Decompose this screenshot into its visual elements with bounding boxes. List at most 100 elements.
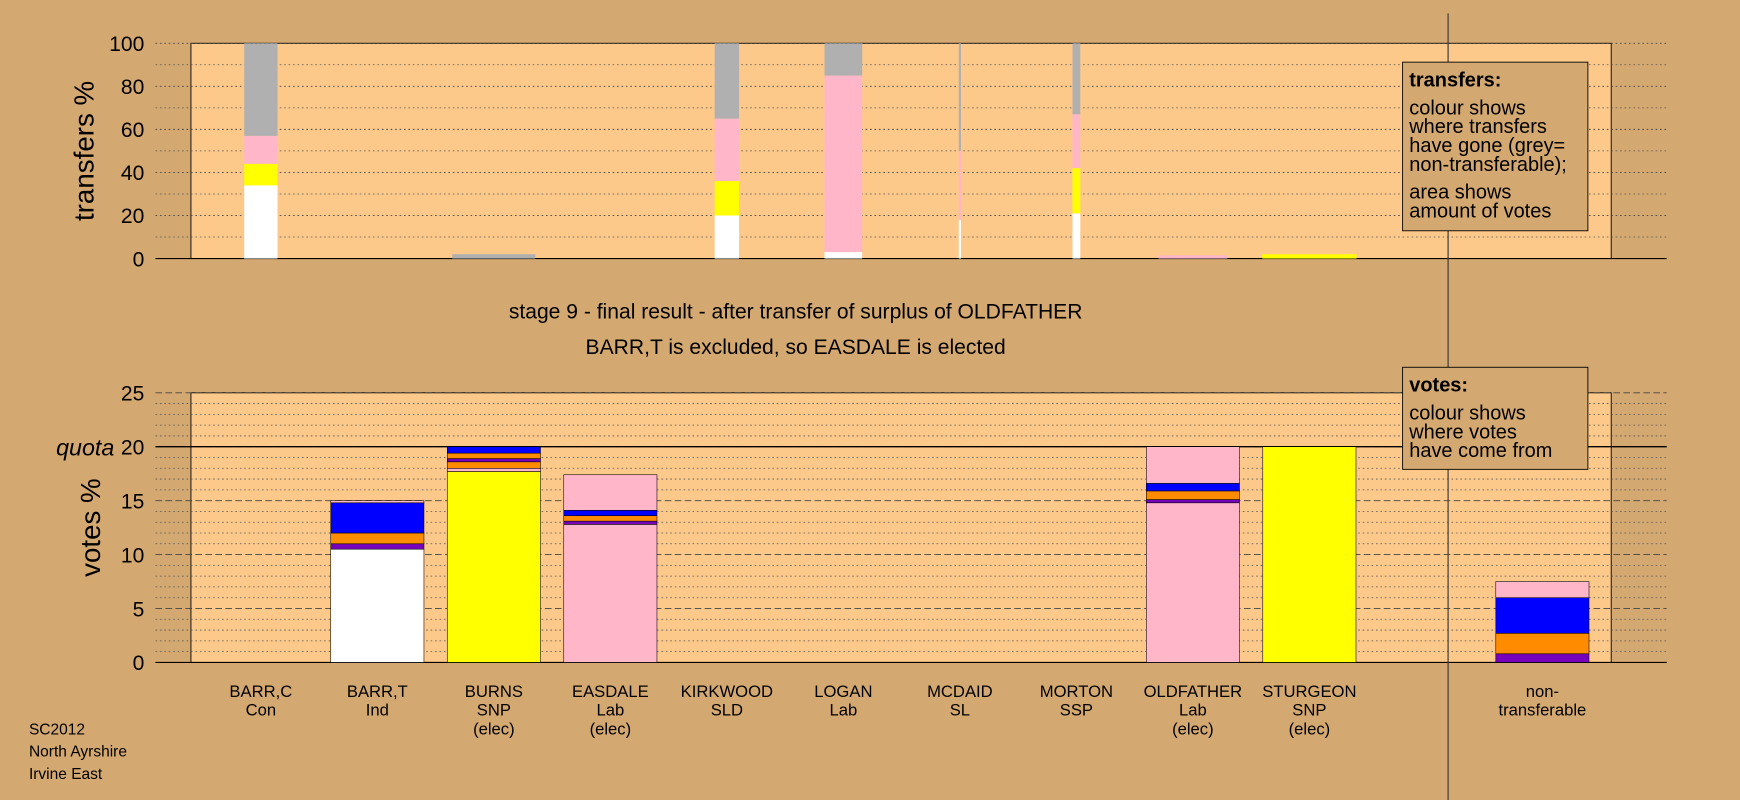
bar-segment bbox=[244, 135, 278, 164]
x-tick-label: SLD bbox=[711, 701, 743, 720]
bar-segment bbox=[446, 461, 541, 469]
y-tick-label: 0 bbox=[133, 248, 145, 271]
bar-segment bbox=[1495, 581, 1590, 598]
legend-text: non-transferable); bbox=[1409, 154, 1567, 176]
bar-segment bbox=[1146, 446, 1240, 484]
x-tick-label: BURNS bbox=[465, 682, 523, 701]
bar-segment bbox=[446, 458, 541, 463]
bar-segment bbox=[446, 468, 541, 472]
y-tick-label: 100 bbox=[109, 33, 144, 56]
bar-segment bbox=[563, 474, 658, 511]
legend-title: votes: bbox=[1409, 375, 1468, 397]
legend-text: area shows bbox=[1409, 182, 1511, 204]
chart-title: BARR,T is excluded, so EASDALE is electe… bbox=[586, 336, 1006, 359]
x-tick-label: Lab bbox=[596, 701, 624, 720]
bar-segment bbox=[330, 548, 425, 663]
y-tick-label: 25 bbox=[121, 383, 144, 406]
bar-segment bbox=[714, 215, 740, 259]
bar-segment bbox=[714, 43, 740, 119]
x-tick-label: Lab bbox=[1179, 701, 1207, 720]
x-tick-label: MCDAID bbox=[927, 682, 993, 701]
bar-segment bbox=[452, 254, 536, 259]
legend-box bbox=[1402, 61, 1589, 232]
x-tick-label: MORTON bbox=[1040, 682, 1113, 701]
legend-text: colour shows bbox=[1409, 402, 1526, 424]
y-tick-label: 20 bbox=[121, 436, 144, 459]
x-tick-label: non- bbox=[1526, 682, 1559, 701]
bar-segment bbox=[1495, 653, 1590, 663]
bar-segment bbox=[1495, 597, 1590, 634]
y-tick-label: 10 bbox=[121, 544, 144, 567]
x-tick-label: (elec) bbox=[1289, 720, 1331, 739]
x-tick-label: (elec) bbox=[1172, 720, 1214, 739]
x-tick-label: SNP bbox=[1292, 701, 1326, 720]
y-tick-label: 15 bbox=[121, 490, 144, 513]
footer-text: Irvine East bbox=[29, 766, 103, 783]
x-tick-label: Lab bbox=[829, 701, 857, 720]
y-tick-label: 80 bbox=[121, 76, 144, 99]
bar-segment bbox=[958, 150, 961, 220]
bar-segment bbox=[244, 43, 278, 136]
bar-segment bbox=[244, 185, 278, 259]
bar-segment bbox=[714, 181, 740, 216]
bar-segment bbox=[1262, 254, 1357, 259]
x-tick-label: SL bbox=[950, 701, 970, 720]
bar-segment bbox=[330, 532, 425, 545]
bar-segment bbox=[1495, 633, 1590, 655]
x-tick-label: (elec) bbox=[473, 720, 515, 739]
legend-text: colour shows bbox=[1409, 97, 1526, 119]
y-tick-label: 0 bbox=[133, 652, 145, 675]
legend-text: have come from bbox=[1409, 440, 1552, 462]
y-axis-label: transfers % bbox=[68, 81, 99, 221]
bar-segment bbox=[330, 543, 425, 550]
y-tick-label: 40 bbox=[121, 162, 144, 185]
bar-segment bbox=[330, 500, 425, 504]
footer-text: SC2012 bbox=[29, 722, 85, 739]
x-tick-label: transferable bbox=[1499, 701, 1587, 720]
bar-segment bbox=[446, 471, 541, 663]
bar-segment bbox=[1146, 502, 1240, 663]
legend-text: where votes bbox=[1408, 421, 1517, 443]
legend-text: where transfers bbox=[1408, 116, 1547, 138]
x-tick-label: STURGEON bbox=[1262, 682, 1356, 701]
bar-segment bbox=[824, 43, 863, 76]
bar-segment bbox=[958, 43, 961, 151]
bar-segment bbox=[446, 446, 541, 454]
bar-segment bbox=[1146, 490, 1240, 500]
x-tick-label: LOGAN bbox=[814, 682, 872, 701]
bar-segment bbox=[1146, 483, 1240, 492]
y-tick-label: 20 bbox=[121, 205, 144, 228]
x-tick-label: SSP bbox=[1060, 701, 1093, 720]
quota-label: quota bbox=[56, 435, 114, 461]
x-tick-label: OLDFATHER bbox=[1144, 682, 1243, 701]
bar-segment bbox=[1262, 446, 1357, 663]
bar-segment bbox=[824, 75, 863, 253]
y-tick-label: 60 bbox=[121, 119, 144, 142]
bar-segment bbox=[563, 524, 658, 663]
legend-box bbox=[1402, 366, 1589, 470]
chart-title: stage 9 - final result - after transfer … bbox=[509, 300, 1083, 323]
legend-text: have gone (grey= bbox=[1409, 135, 1565, 157]
bar-segment bbox=[244, 163, 278, 186]
x-tick-label: BARR,C bbox=[229, 682, 292, 701]
x-tick-label: SNP bbox=[477, 701, 511, 720]
bar-segment bbox=[563, 510, 658, 517]
bar-segment bbox=[1072, 213, 1081, 259]
bar-segment bbox=[563, 515, 658, 522]
y-tick-label: 5 bbox=[133, 598, 145, 621]
bar-segment bbox=[958, 219, 961, 259]
x-tick-label: Con bbox=[246, 701, 277, 720]
bar-segment bbox=[1072, 43, 1081, 115]
legend-text: amount of votes bbox=[1409, 200, 1551, 222]
bar-segment bbox=[330, 502, 425, 534]
bar-segment bbox=[563, 520, 658, 525]
x-tick-label: Ind bbox=[366, 701, 389, 720]
x-tick-label: BARR,T bbox=[347, 682, 408, 701]
legend-title: transfers: bbox=[1409, 70, 1501, 92]
bar-segment bbox=[714, 118, 740, 182]
x-tick-label: (elec) bbox=[590, 720, 632, 739]
bar-segment bbox=[446, 452, 541, 459]
y-axis-label: votes % bbox=[75, 478, 106, 577]
bar-segment bbox=[1072, 114, 1081, 169]
